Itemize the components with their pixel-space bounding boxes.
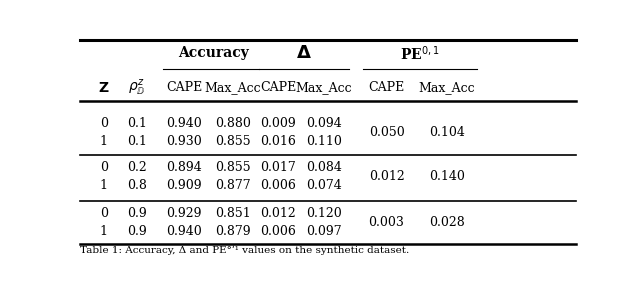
Text: Table 1: Accuracy, Δ and PE°ʹ¹ values on the synthetic dataset.: Table 1: Accuracy, Δ and PE°ʹ¹ values on… [80, 246, 409, 255]
Text: 0.9: 0.9 [127, 226, 147, 238]
Text: 0.097: 0.097 [306, 226, 342, 238]
Text: 0.140: 0.140 [429, 170, 465, 183]
Text: 1: 1 [100, 226, 108, 238]
Text: 1: 1 [100, 179, 108, 192]
Text: 0.894: 0.894 [166, 161, 202, 174]
Text: 0.2: 0.2 [127, 161, 147, 174]
Text: 0.929: 0.929 [166, 206, 202, 219]
Text: 0: 0 [100, 206, 108, 219]
Text: 0.094: 0.094 [306, 117, 342, 130]
Text: 0.851: 0.851 [215, 206, 251, 219]
Text: 0.877: 0.877 [215, 179, 251, 192]
Text: 0.012: 0.012 [260, 206, 296, 219]
Text: 0.110: 0.110 [306, 134, 342, 147]
Text: CAPE: CAPE [260, 81, 296, 94]
Text: 0.1: 0.1 [127, 134, 147, 147]
Text: Accuracy: Accuracy [178, 46, 249, 60]
Text: 0.017: 0.017 [260, 161, 296, 174]
Text: 0.930: 0.930 [166, 134, 202, 147]
Text: $\mathbf{Z}$: $\mathbf{Z}$ [98, 81, 109, 95]
Text: 0.855: 0.855 [215, 134, 251, 147]
Text: Max_Acc: Max_Acc [204, 81, 261, 94]
Text: 0.1: 0.1 [127, 117, 147, 130]
Text: CAPE: CAPE [369, 81, 404, 94]
Text: CAPE: CAPE [166, 81, 202, 94]
Text: 0.940: 0.940 [166, 117, 202, 130]
Text: 0.006: 0.006 [260, 226, 296, 238]
Text: 0.909: 0.909 [166, 179, 202, 192]
Text: 0.016: 0.016 [260, 134, 296, 147]
Text: 0.074: 0.074 [306, 179, 342, 192]
Text: 0.8: 0.8 [127, 179, 147, 192]
Text: 0: 0 [100, 117, 108, 130]
Text: 0: 0 [100, 161, 108, 174]
Text: 0.006: 0.006 [260, 179, 296, 192]
Text: 0.879: 0.879 [215, 226, 251, 238]
Text: 0.028: 0.028 [429, 216, 465, 229]
Text: 0.084: 0.084 [306, 161, 342, 174]
Text: 0.880: 0.880 [215, 117, 251, 130]
Text: 0.855: 0.855 [215, 161, 251, 174]
Text: 0.009: 0.009 [260, 117, 296, 130]
Text: Max_Acc: Max_Acc [419, 81, 476, 94]
Text: Max_Acc: Max_Acc [296, 81, 353, 94]
Text: $\mathbf{\Delta}$: $\mathbf{\Delta}$ [296, 44, 312, 62]
Text: PE$^{0,1}$: PE$^{0,1}$ [400, 44, 440, 63]
Text: 0.104: 0.104 [429, 126, 465, 139]
Text: 0.003: 0.003 [369, 216, 404, 229]
Text: 0.012: 0.012 [369, 170, 404, 183]
Text: 0.120: 0.120 [306, 206, 342, 219]
Text: 0.940: 0.940 [166, 226, 202, 238]
Text: 1: 1 [100, 134, 108, 147]
Text: 0.9: 0.9 [127, 206, 147, 219]
Text: $\rho_{\mathbb{D}}^{z}$: $\rho_{\mathbb{D}}^{z}$ [128, 78, 146, 98]
Text: 0.050: 0.050 [369, 126, 404, 139]
